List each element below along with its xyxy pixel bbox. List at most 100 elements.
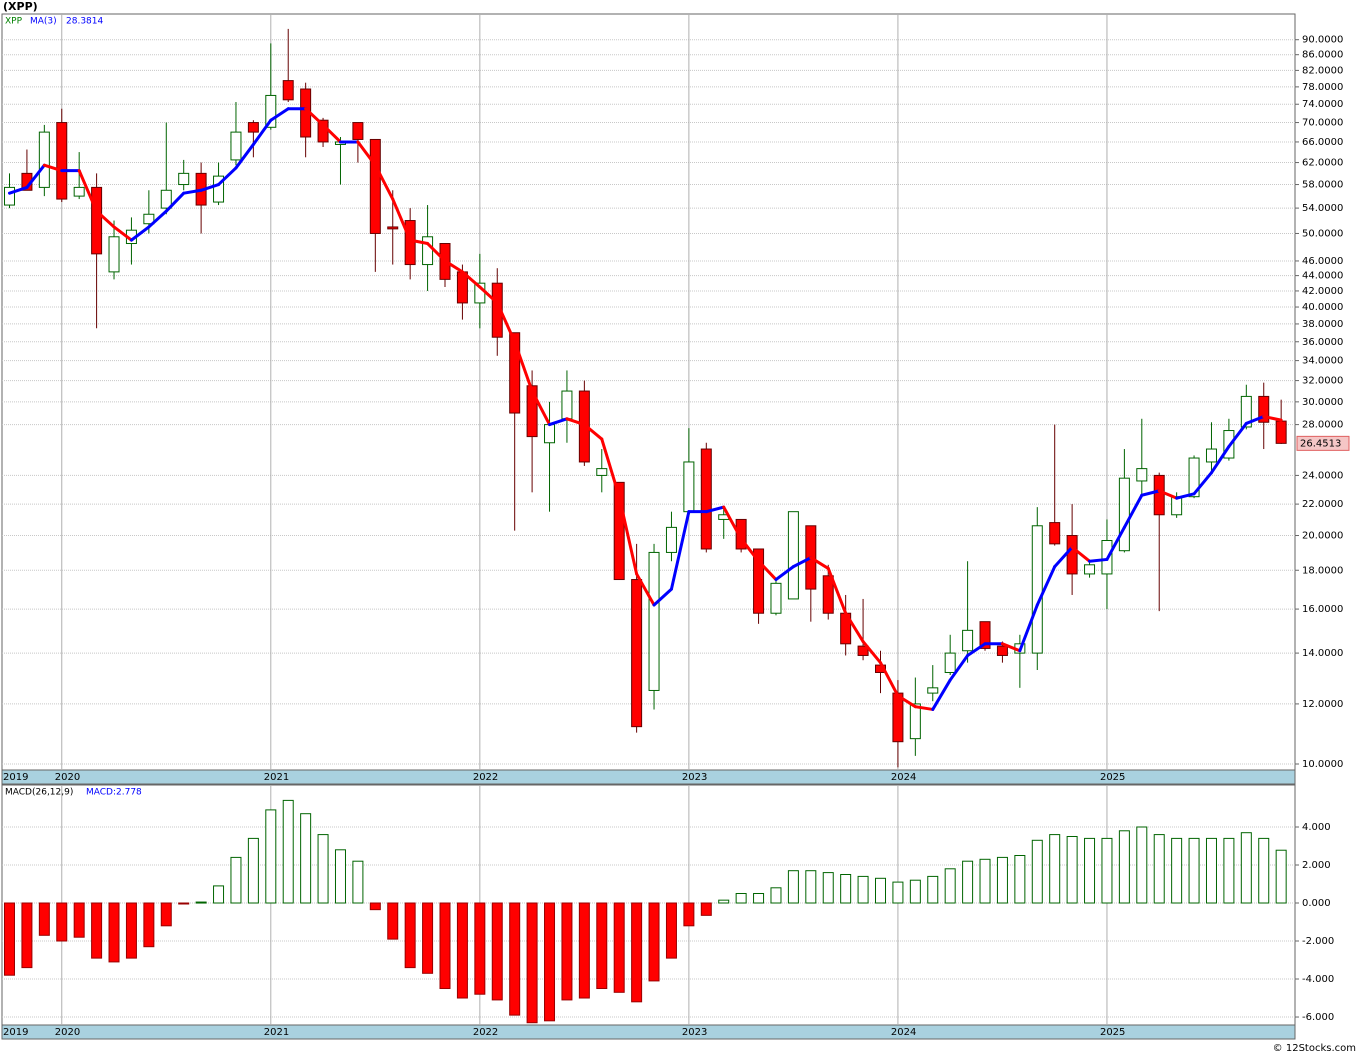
candle-body — [1049, 522, 1061, 545]
candle-body — [1066, 535, 1078, 575]
x-tick-label: 2022 — [473, 772, 498, 783]
ma-segment — [1209, 445, 1231, 475]
macd-bar — [247, 837, 259, 904]
x-tick-label: 2024 — [891, 1027, 916, 1038]
macd-bar — [387, 902, 399, 940]
macd-bar — [178, 902, 190, 905]
x-tick-label: 2020 — [55, 772, 80, 783]
x-tick-label: 2019 — [3, 772, 28, 783]
y-tick-label: -4.000 — [1302, 974, 1334, 985]
ma-segment — [844, 611, 865, 644]
macd-bar — [1153, 834, 1165, 904]
y-tick-label: 40.0000 — [1302, 302, 1343, 313]
macd-bar — [160, 902, 172, 927]
macd-bar — [805, 870, 817, 904]
candle-body — [1118, 477, 1130, 552]
macd-bar — [1275, 849, 1287, 904]
macd-bar — [875, 877, 886, 904]
ma-segment — [426, 242, 447, 263]
ma-segment — [966, 642, 987, 657]
macd-bar — [787, 870, 799, 904]
candle-body — [822, 575, 834, 614]
candle-body — [91, 186, 103, 255]
y-tick-label: 62.0000 — [1302, 158, 1343, 169]
candle-body — [665, 526, 677, 553]
ma-segment — [95, 209, 116, 229]
macd-bar — [1258, 837, 1270, 904]
candle-body — [648, 551, 660, 691]
ma-segment — [1244, 414, 1266, 425]
macd-bar — [422, 902, 434, 974]
ma-segment — [826, 566, 848, 615]
macd-bar — [1240, 832, 1252, 904]
y-tick-label: 28.0000 — [1302, 420, 1343, 431]
y-tick-label: 16.0000 — [1302, 604, 1343, 615]
ma-segment — [460, 270, 482, 289]
candle-body — [1275, 420, 1287, 444]
macd-bar — [1136, 826, 1148, 904]
ma-segment — [217, 166, 238, 187]
candle-body — [944, 652, 956, 673]
ma-segment — [1053, 545, 1074, 569]
candle-body — [282, 80, 294, 101]
y-tick-label: 86.0000 — [1302, 50, 1343, 61]
watermark: © 12Stocks.com — [1273, 1043, 1356, 1054]
ma-segment — [669, 510, 691, 591]
macd-bar — [4, 902, 15, 976]
macd-bar — [491, 902, 503, 1001]
macd-bar — [613, 902, 625, 993]
ma-segment — [25, 163, 46, 189]
y-tick-label: 38.0000 — [1302, 319, 1343, 330]
y-tick-label: 20.0000 — [1302, 531, 1343, 542]
legend-ma-value: 28.3814 — [66, 17, 103, 27]
candle-body — [909, 703, 921, 740]
macd-bar — [962, 860, 974, 904]
ma-segment — [565, 417, 586, 427]
macd-bar — [1223, 837, 1235, 904]
candle-body — [143, 213, 155, 225]
ma-segment — [77, 169, 99, 213]
macd-bar — [1014, 854, 1026, 904]
y-tick-label: -2.000 — [1302, 936, 1334, 947]
macd-bar — [770, 887, 782, 904]
y-tick-label: 4.000 — [1302, 822, 1331, 833]
y-tick-label: 50.0000 — [1302, 228, 1343, 239]
macd-bar — [91, 902, 103, 959]
y-tick-label: 46.0000 — [1302, 256, 1343, 267]
macd-bar — [735, 893, 747, 904]
y-tick-label: 34.0000 — [1302, 356, 1343, 367]
macd-bar — [1118, 830, 1130, 904]
ma-segment — [757, 559, 778, 582]
ma-segment — [739, 537, 761, 563]
x-tick-label: 2022 — [473, 1027, 498, 1038]
macd-bar — [230, 856, 242, 904]
legend-symbol: XPP — [5, 17, 23, 27]
candle-body — [178, 172, 190, 186]
candle-body — [735, 518, 747, 550]
candle-body — [387, 226, 399, 230]
ma-segment — [443, 259, 464, 274]
candle-body — [404, 220, 416, 266]
candle-body — [996, 645, 1008, 656]
macd-bar — [195, 901, 207, 904]
ma-segment — [1175, 492, 1196, 500]
y-tick-label: 32.0000 — [1302, 376, 1343, 387]
candle-body — [683, 461, 695, 513]
macd-bar — [439, 902, 451, 990]
ma-segment — [948, 653, 970, 682]
macd-bar — [979, 858, 991, 904]
ma-segment — [42, 163, 64, 173]
candle-body — [491, 282, 503, 338]
candle-body — [770, 582, 782, 614]
x-tick-label: 2023 — [682, 772, 707, 783]
ma-segment — [582, 423, 604, 441]
macd-bar — [56, 902, 68, 942]
macd-bar — [1171, 837, 1183, 904]
macd-bar — [996, 856, 1008, 904]
candle-body — [927, 687, 939, 694]
macd-bar — [38, 902, 50, 936]
candle-body — [230, 131, 242, 161]
candle-body — [857, 645, 869, 656]
candle-body — [979, 621, 991, 649]
ma-segment — [617, 495, 639, 576]
